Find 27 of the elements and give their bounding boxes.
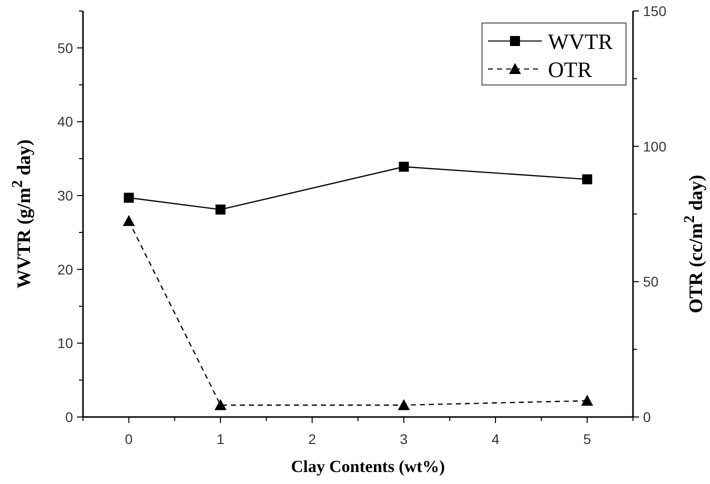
legend-label: OTR — [548, 57, 592, 82]
point — [398, 399, 410, 410]
x-tick-label: 4 — [492, 431, 500, 447]
x-tick-label: 1 — [216, 431, 225, 447]
point — [398, 162, 409, 172]
point — [216, 204, 226, 215]
y-tick-label: 50 — [57, 40, 74, 56]
y-tick-label: 10 — [57, 335, 74, 352]
y2-tick-label: 0 — [643, 409, 651, 425]
point — [214, 399, 226, 410]
point — [582, 174, 592, 184]
y-tick-label: 20 — [57, 261, 74, 278]
y-tick-label: 0 — [65, 409, 74, 425]
x-axis-title: Clay Contents (wt%) — [291, 457, 445, 476]
y2-tick-label: 100 — [643, 138, 667, 154]
y-tick-label: 30 — [57, 188, 74, 204]
y2-tick-label: 150 — [643, 3, 667, 19]
x-tick-label: 5 — [583, 431, 592, 447]
x-tick-label: 2 — [308, 431, 316, 447]
legend-label: WVTR — [548, 29, 614, 54]
point — [124, 192, 134, 203]
y2-tick-label: 50 — [643, 274, 659, 290]
x-tick-label: 3 — [400, 431, 408, 447]
point — [122, 215, 135, 226]
point — [581, 394, 594, 406]
y-tick-label: 40 — [57, 114, 74, 130]
x-tick-label: 0 — [124, 431, 133, 447]
